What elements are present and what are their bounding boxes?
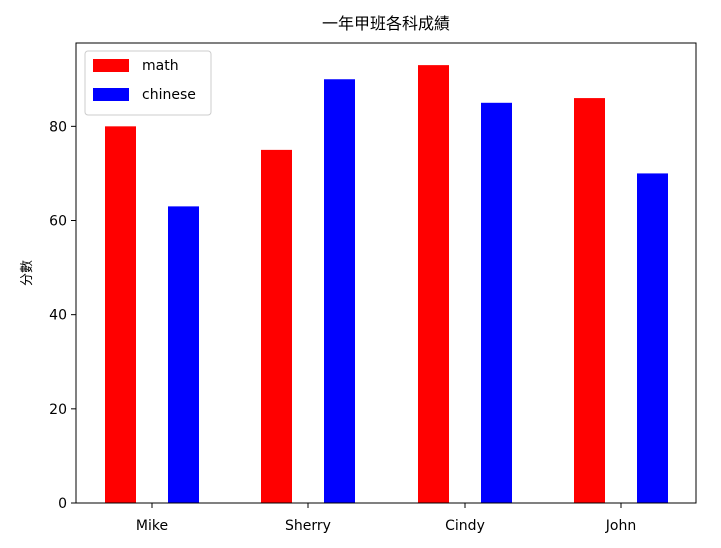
bar-math-cindy [418, 65, 449, 503]
x-tick-label: Sherry [285, 518, 331, 534]
bar-chinese-mike [168, 206, 199, 503]
y-tick-label: 80 [49, 119, 67, 135]
y-tick-label: 40 [49, 308, 67, 324]
bar-chinese-john [637, 173, 668, 503]
y-axis: 0 20 40 60 80 [49, 119, 76, 512]
plot-frame [75, 42, 697, 504]
x-axis: Mike Sherry Cindy John [136, 503, 636, 534]
y-tick-label: 20 [49, 402, 67, 418]
bar-math-john [574, 98, 605, 503]
x-tick-label: Mike [136, 518, 168, 534]
y-axis-label: 分數 [20, 260, 35, 286]
bar-math-mike [105, 126, 136, 504]
legend-label-math: math [142, 58, 179, 74]
chart-title: 一年甲班各科成績 [322, 14, 450, 33]
bar-chinese-cindy [481, 102, 512, 503]
legend-swatch-math [93, 59, 129, 72]
legend: math chinese [84, 50, 212, 116]
bars-group [105, 65, 668, 504]
legend-label-chinese: chinese [142, 87, 196, 103]
y-tick-label: 60 [49, 214, 67, 230]
x-tick-label: John [605, 518, 636, 534]
y-tick-label: 0 [58, 496, 67, 512]
bar-math-sherry [261, 149, 292, 503]
bar-chinese-sherry [324, 79, 355, 503]
x-tick-label: Cindy [445, 518, 485, 534]
legend-swatch-chinese [93, 88, 129, 101]
